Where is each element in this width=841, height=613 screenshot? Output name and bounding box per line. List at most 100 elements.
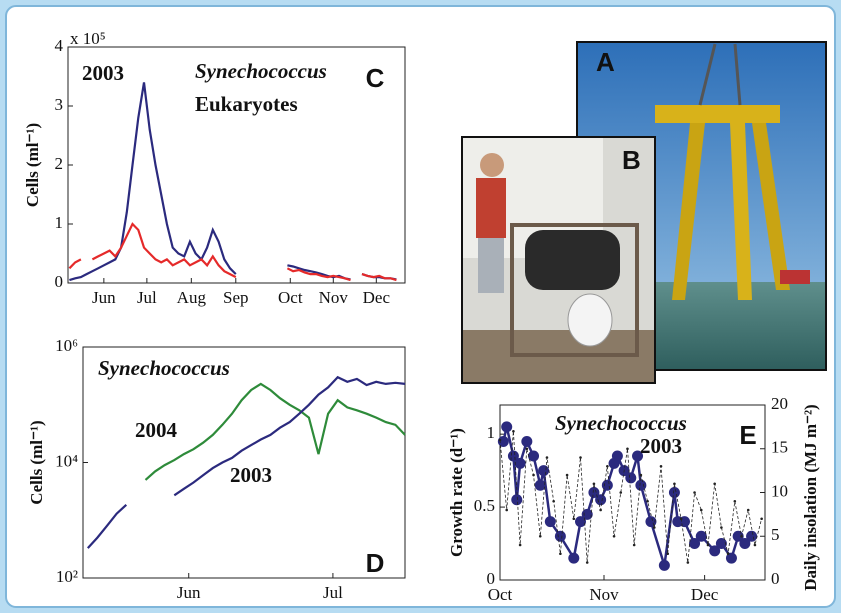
y-tick-label: 10⁴ <box>55 451 78 470</box>
data-point <box>538 465 550 477</box>
data-point <box>658 559 670 571</box>
y-tick-label: 1 <box>55 213 64 232</box>
data-point <box>709 545 721 557</box>
y-tick-label: 3 <box>55 95 64 114</box>
data-point <box>528 450 540 462</box>
y-tick-label: 10² <box>56 567 78 586</box>
data-point <box>612 534 616 538</box>
data-point <box>706 543 710 547</box>
x-tick-label: Dec <box>363 288 391 307</box>
y-tick-label: 0.5 <box>474 496 495 515</box>
y-multiplier: x 10⁵ <box>70 29 106 48</box>
y-tick-label: 10⁶ <box>55 336 78 355</box>
data-point <box>740 534 743 538</box>
series-line <box>499 431 762 563</box>
panel-label: C <box>366 63 385 93</box>
x-tick-label: Oct <box>278 288 303 307</box>
data-point <box>639 473 643 477</box>
data-point <box>686 561 690 564</box>
data-point <box>518 543 522 547</box>
series-line <box>86 375 406 549</box>
data-point <box>565 473 569 477</box>
y2-tick-label: 0 <box>771 569 780 588</box>
data-point <box>693 491 696 494</box>
data-point <box>534 479 546 491</box>
y-tick-label: 2 <box>55 154 64 173</box>
y-axis-label: Growth rate (d⁻¹) <box>447 428 466 557</box>
data-point <box>544 516 556 528</box>
data-point <box>715 538 727 550</box>
data-point <box>668 487 680 498</box>
data-point <box>601 479 613 491</box>
data-point <box>525 447 529 451</box>
data-point <box>575 516 587 528</box>
data-point <box>625 472 637 484</box>
annotation: Synechococcus <box>98 356 230 380</box>
annotation: 2003 <box>82 61 124 85</box>
y-tick-label: 1 <box>487 423 496 442</box>
data-point <box>713 482 716 486</box>
data-point <box>611 450 623 462</box>
panel-label: E <box>739 420 756 450</box>
photo-label: A <box>596 47 615 77</box>
data-point <box>581 508 593 520</box>
x-tick-label: Jun <box>177 583 201 602</box>
data-point <box>552 499 555 503</box>
y-axis-label: Cells (ml⁻¹) <box>27 420 46 504</box>
legend-entry: 2003 <box>230 463 272 487</box>
data-point <box>733 499 737 503</box>
data-point <box>725 552 737 564</box>
data-point <box>599 508 602 512</box>
data-point <box>568 552 580 564</box>
data-point <box>746 508 750 512</box>
data-point <box>572 517 576 521</box>
data-point <box>554 530 566 542</box>
legend-entry: Eukaryotes <box>195 92 298 116</box>
annotation: 2003 <box>640 434 682 458</box>
y2-axis-label: Daily insolation (MJ m⁻²) <box>801 404 820 590</box>
series-line <box>144 382 406 481</box>
x-tick-label: Jul <box>323 583 343 602</box>
data-point <box>538 534 542 538</box>
data-point <box>498 438 502 442</box>
x-tick-label: Oct <box>488 585 513 604</box>
data-point <box>699 508 703 512</box>
data-point <box>739 538 751 550</box>
data-point <box>666 552 670 556</box>
x-tick-label: Sep <box>223 288 249 307</box>
data-point <box>673 482 676 486</box>
data-point <box>760 517 763 521</box>
x-tick-label: Dec <box>691 585 719 604</box>
data-point <box>592 482 596 486</box>
data-point <box>606 464 609 468</box>
data-point <box>646 499 649 503</box>
data-point <box>695 530 707 542</box>
data-point <box>726 552 730 556</box>
y2-tick-label: 20 <box>771 394 788 413</box>
data-point <box>559 552 562 556</box>
data-point <box>626 447 629 451</box>
data-point <box>659 464 663 468</box>
x-tick-label: Nov <box>589 585 619 604</box>
photo-label: B <box>622 145 641 175</box>
series-line <box>68 222 397 282</box>
data-point <box>521 435 533 447</box>
y-axis-label: Cells (ml⁻¹) <box>23 123 42 207</box>
data-point <box>585 561 589 564</box>
data-point <box>619 491 623 494</box>
y2-tick-label: 5 <box>771 525 780 544</box>
data-point <box>689 538 701 550</box>
photo-b: B <box>461 136 656 384</box>
legend-entry: 2004 <box>135 418 178 442</box>
y-tick-label: 0 <box>55 272 64 291</box>
data-point <box>514 457 526 469</box>
y2-tick-label: 10 <box>771 481 788 500</box>
data-point <box>512 429 515 433</box>
y-tick-label: 0 <box>487 569 496 588</box>
data-point <box>497 435 509 447</box>
data-point <box>746 530 758 542</box>
legend-entry: Synechococcus <box>195 59 327 83</box>
data-point <box>653 526 656 529</box>
